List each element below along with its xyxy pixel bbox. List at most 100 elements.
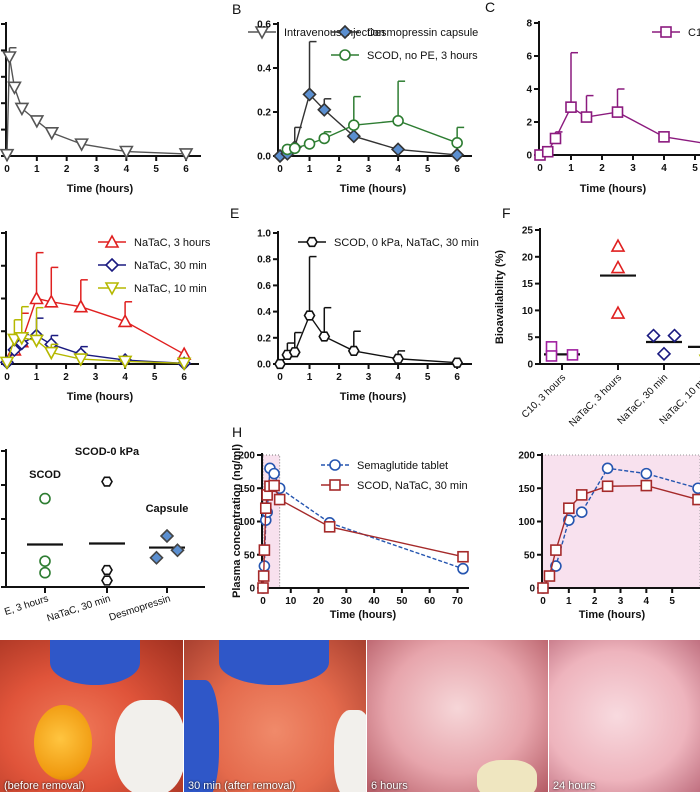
data-point <box>257 582 269 594</box>
data-point <box>303 310 316 321</box>
x-tick-label: 1 <box>34 164 40 175</box>
data-point <box>170 543 185 558</box>
data-point <box>303 138 316 150</box>
data-point <box>392 353 405 364</box>
y-tick-label: 200 <box>518 451 535 462</box>
data-point <box>101 564 113 576</box>
data-point <box>610 259 626 274</box>
x-tick-label: 4 <box>395 372 401 383</box>
data-point <box>288 347 301 358</box>
y-tick-label: 4 <box>526 85 532 96</box>
panel-d: 0 1 2 3 4 5 6 Time (hours) NaTaC, 3 hours NaTaC, … <box>0 231 211 403</box>
series-line <box>279 314 458 365</box>
data-point <box>257 570 270 582</box>
data-point <box>0 356 15 371</box>
data-point <box>658 131 670 143</box>
y-axis-label: Plasma concentration (ng/ml) <box>231 444 243 598</box>
x-tick-label: 5 <box>692 163 698 174</box>
legend-marker <box>254 26 270 40</box>
data-point <box>566 349 579 361</box>
x-tick-label: 1 <box>307 372 313 383</box>
x-tick-label: Desmopressin <box>108 593 172 623</box>
glove <box>50 640 140 685</box>
glove <box>219 640 329 685</box>
y-tick-label: 8 <box>526 19 532 30</box>
data-point <box>119 145 134 160</box>
y-tick-label: 0 <box>526 151 532 162</box>
x-tick-label: 30 <box>341 596 353 607</box>
data-point <box>101 476 113 487</box>
legend-label: NaTaC, 3 hours <box>134 237 211 249</box>
photo-6-hours: 6 hours <box>367 640 548 792</box>
panel-label: H <box>232 424 242 440</box>
group-label: Capsule <box>146 503 189 515</box>
x-axis-label: Time (hours) <box>330 609 397 621</box>
data-point <box>149 550 164 565</box>
x-tick-label: 0 <box>4 372 10 383</box>
legend-label: SCOD, no PE, 3 hours <box>367 50 478 62</box>
data-point <box>317 102 332 117</box>
x-tick-label: NaTaC, 3 hours <box>567 372 624 429</box>
photo-30-min: 30 min (after removal) <box>184 640 366 792</box>
legend-marker <box>104 282 120 296</box>
data-point <box>14 331 30 346</box>
y-tick-label: 2 <box>526 118 532 129</box>
data-point <box>288 142 301 155</box>
photo-24-hours: 24 hours <box>549 640 700 792</box>
data-point <box>575 506 588 518</box>
y-tick-label: 0.4 <box>257 64 271 75</box>
x-tick-label: C10, 3 hours <box>520 372 568 420</box>
x-axis-label: Time (hours) <box>340 183 407 195</box>
x-tick-label: NaTaC, 30 min <box>46 593 112 624</box>
x-axis-label: Time (hours) <box>580 183 647 195</box>
x-axis-label: Time (hours) <box>579 609 646 621</box>
x-tick-label: 20 <box>313 596 325 607</box>
x-tick-label: 4 <box>124 164 130 175</box>
panel-label: B <box>232 1 241 17</box>
data-point <box>14 102 30 117</box>
legend-label: SCOD, 0 kPa, NaTaC, 30 min <box>334 237 479 249</box>
data-point <box>347 345 360 357</box>
x-tick-label: 3 <box>630 163 636 174</box>
panel-f: F 0 5 10 15 20 25 Bioavailability (%) C10, 3 hou… <box>494 205 700 429</box>
x-tick-label: 1 <box>566 596 572 607</box>
y-tick-label: 25 <box>522 226 534 237</box>
panel-g: E, 3 hours SCOD NaTaC, 30 min SCOD-0 kPa Des… <box>1 446 205 624</box>
legend-label: NaTaC, 10 min <box>134 283 207 295</box>
panel-c: C 0 1 2 3 4 5 0 2 4 6 8 Time (hours) C10 <box>485 0 700 195</box>
x-axis-label: Time (hours) <box>67 183 134 195</box>
data-point <box>692 482 700 495</box>
data-point <box>346 129 361 144</box>
x-tick-label: 0 <box>537 163 543 174</box>
data-point <box>178 148 194 162</box>
data-point <box>0 148 15 163</box>
x-tick-label: 2 <box>336 372 342 383</box>
y-tick-label: 0.0 <box>257 152 271 163</box>
data-point <box>274 358 286 370</box>
data-point <box>323 521 336 533</box>
device-disk <box>34 705 92 780</box>
x-tick-label: 0 <box>277 372 283 383</box>
data-point <box>117 355 133 370</box>
legend-label: Desmopressin capsule <box>367 27 478 39</box>
legend-label: NaTaC, 30 min <box>134 260 207 272</box>
data-point <box>601 480 614 493</box>
y-tick-label: 150 <box>238 484 255 495</box>
data-point <box>575 489 588 501</box>
legend-marker <box>306 236 318 248</box>
data-point <box>39 555 51 567</box>
y-tick-label: 6 <box>526 52 532 63</box>
series <box>0 305 192 372</box>
legend-marker <box>104 234 120 248</box>
x-tick-label: 0 <box>4 164 10 175</box>
panel-a: 0 1 2 3 4 5 6 Time (hours) Intravenous injection <box>0 22 385 195</box>
group-label: SCOD-0 kPa <box>75 446 140 458</box>
data-point <box>390 142 406 157</box>
y-axis-label: Bioavailability (%) <box>494 250 506 344</box>
data-point <box>392 115 404 127</box>
legend-label: Intravenous injection <box>284 27 385 39</box>
gauze <box>334 710 366 792</box>
x-tick-label: 3 <box>618 596 624 607</box>
series <box>534 51 700 161</box>
data-point <box>610 238 626 252</box>
